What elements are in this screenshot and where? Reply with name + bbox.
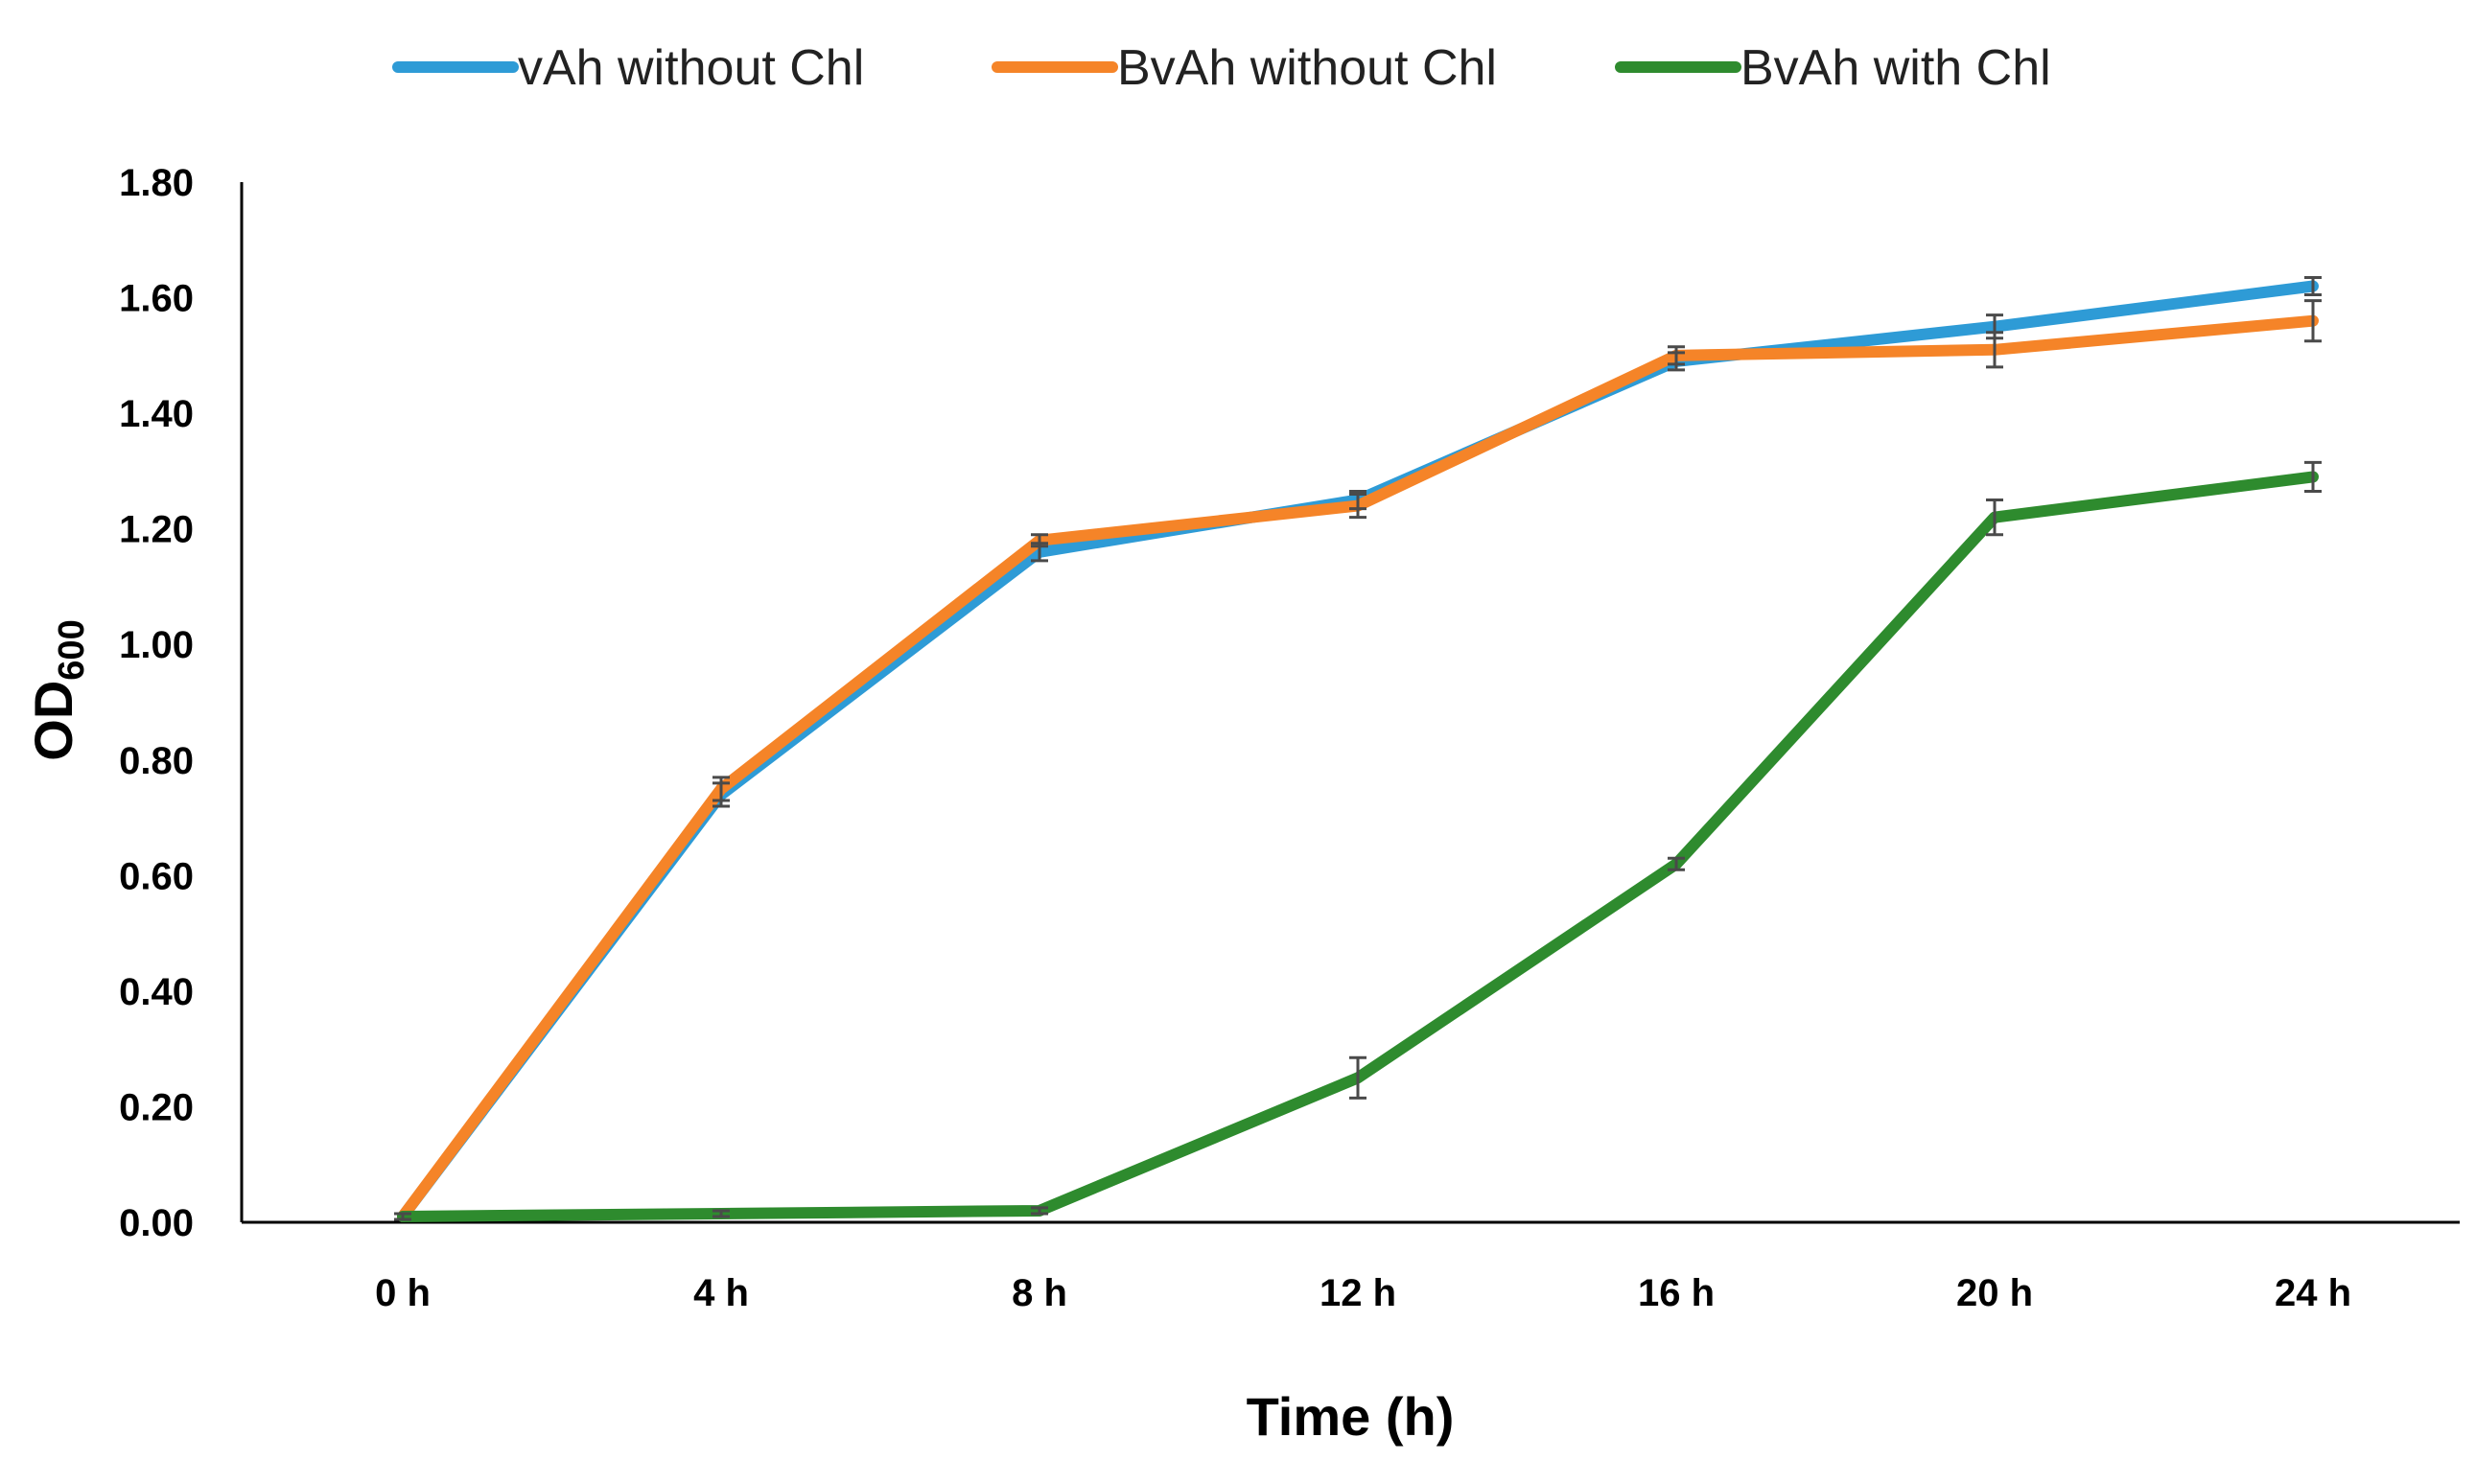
y-axis-title-subscript: 600	[52, 619, 92, 680]
legend-item: BvAh without Chl	[992, 40, 1497, 96]
legend: vAh without Chl BvAh without Chl BvAh with…	[392, 40, 2051, 96]
y-tick-label: 0.20	[119, 1086, 194, 1128]
x-tick-label: 4 h	[693, 1272, 749, 1314]
series-line-2	[397, 471, 2319, 1222]
x-tick-label: 12 h	[1320, 1272, 1396, 1314]
x-tick-label: 8 h	[1012, 1272, 1067, 1314]
y-tick-label: 0.00	[119, 1202, 194, 1244]
y-axis-ticks: 0.00 0.20 0.40 0.60 0.80 1.00 1.20 1.40 1.60 1.80	[119, 162, 194, 1244]
error-bars	[394, 275, 2322, 1221]
legend-item: BvAh with Chl	[1615, 40, 2051, 96]
error-bar	[2304, 299, 2322, 343]
legend-item: vAh without Chl	[392, 40, 864, 96]
error-bar	[1668, 856, 1685, 871]
x-tick-label: 16 h	[1638, 1272, 1715, 1314]
y-tick-label: 1.60	[119, 278, 194, 320]
legend-label: BvAh with Chl	[1740, 40, 2051, 96]
error-bar	[1031, 533, 1048, 548]
error-bar	[1986, 331, 2003, 369]
error-bar	[1031, 1206, 1048, 1216]
error-bar	[712, 1209, 730, 1218]
legend-label: vAh without Chl	[518, 40, 864, 96]
y-axis-title-main: OD	[23, 681, 83, 761]
y-tick-label: 1.00	[119, 624, 194, 666]
error-bar	[1349, 493, 1366, 520]
x-tick-label: 20 h	[1956, 1272, 2033, 1314]
y-axis-title: OD600	[23, 619, 92, 760]
error-bar	[1349, 1055, 1366, 1100]
error-bar	[1986, 499, 2003, 537]
x-tick-label: 0 h	[375, 1272, 431, 1314]
error-bar	[2304, 275, 2322, 297]
y-tick-label: 1.80	[119, 162, 194, 204]
error-bar	[712, 776, 730, 802]
y-tick-label: 1.40	[119, 393, 194, 435]
x-axis-ticks: 0 h 4 h 8 h 12 h 16 h 20 h 24 h	[375, 1272, 2351, 1314]
y-tick-label: 0.80	[119, 740, 194, 782]
y-tick-label: 0.60	[119, 855, 194, 897]
error-bar	[394, 1212, 411, 1221]
x-axis-title: Time (h)	[1247, 1386, 1455, 1447]
x-tick-label: 24 h	[2275, 1272, 2351, 1314]
legend-label: BvAh without Chl	[1117, 40, 1497, 96]
y-tick-label: 1.20	[119, 509, 194, 551]
y-tick-label: 0.40	[119, 971, 194, 1013]
error-bar	[1668, 345, 1685, 366]
error-bar	[2304, 460, 2322, 493]
